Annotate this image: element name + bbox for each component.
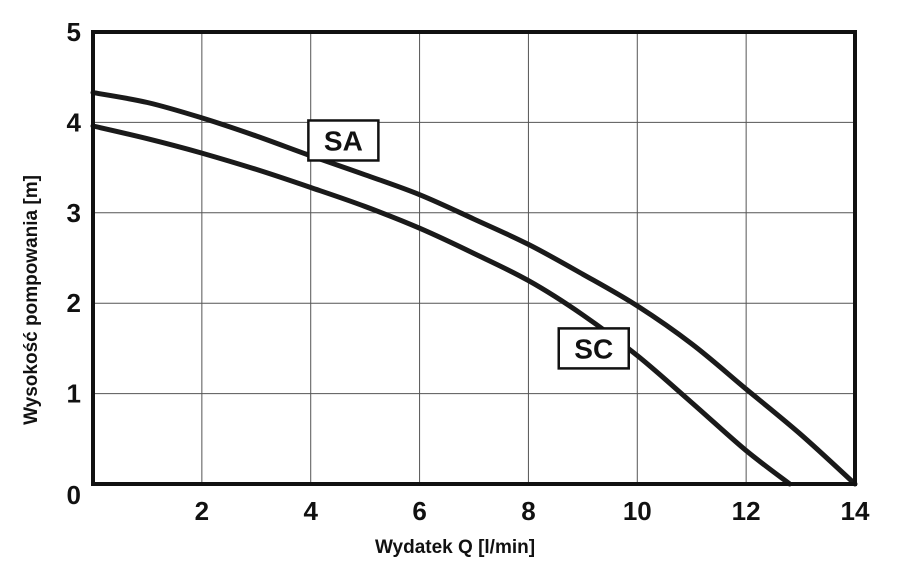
x-tick-label: 8 xyxy=(521,496,535,526)
series-label-sc: SC xyxy=(574,333,613,364)
x-tick-label: 14 xyxy=(841,496,870,526)
y-tick-label: 0 xyxy=(67,480,81,510)
x-axis-title: Wydatek Q [l/min] xyxy=(375,537,535,558)
series-label-box xyxy=(307,119,380,162)
series-layer xyxy=(90,90,858,487)
y-tick-label: 1 xyxy=(67,379,81,409)
y-axis-title: Wysokość pompowania [m] xyxy=(21,175,42,425)
series-line-sc xyxy=(90,123,793,487)
x-tick-label: 12 xyxy=(732,496,761,526)
series-label-layer: SA SC xyxy=(307,119,630,370)
grid-layer xyxy=(92,31,856,485)
series-line-sa xyxy=(90,90,858,487)
x-tick-label: 2 xyxy=(195,496,209,526)
plot-frame xyxy=(91,30,857,486)
y-tick-label: 4 xyxy=(67,107,82,137)
series-label-box xyxy=(557,327,630,370)
x-tick-label: 4 xyxy=(303,496,318,526)
series-label-sa: SA xyxy=(324,125,363,156)
x-tick-label: 10 xyxy=(623,496,652,526)
y-tick-label: 2 xyxy=(67,288,81,318)
y-tick-label: 3 xyxy=(67,198,81,228)
y-tick-label: 5 xyxy=(67,17,81,47)
x-tick-label: 6 xyxy=(412,496,426,526)
